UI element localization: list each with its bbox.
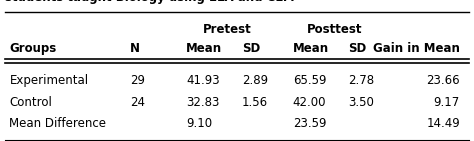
Text: 32.83: 32.83 xyxy=(186,96,219,109)
Text: Mean: Mean xyxy=(186,42,222,55)
Text: Mean: Mean xyxy=(293,42,329,55)
Text: Groups: Groups xyxy=(9,42,56,55)
Text: 3.50: 3.50 xyxy=(348,96,374,109)
Text: 14.49: 14.49 xyxy=(426,117,460,130)
Text: 1.56: 1.56 xyxy=(242,96,268,109)
Text: SD: SD xyxy=(348,42,367,55)
Text: 29: 29 xyxy=(130,74,145,87)
Text: 41.93: 41.93 xyxy=(186,74,219,87)
Text: N: N xyxy=(130,42,140,55)
Text: Mean Difference: Mean Difference xyxy=(9,117,106,130)
Text: students taught Biology using ELA and CLM: students taught Biology using ELA and CL… xyxy=(5,0,294,4)
Text: Experimental: Experimental xyxy=(9,74,89,87)
Text: 2.78: 2.78 xyxy=(348,74,374,87)
Text: 9.10: 9.10 xyxy=(186,117,212,130)
Text: 65.59: 65.59 xyxy=(293,74,326,87)
Text: Pretest: Pretest xyxy=(203,23,252,36)
Text: Posttest: Posttest xyxy=(307,23,362,36)
Text: Gain in Mean: Gain in Mean xyxy=(373,42,460,55)
Text: 9.17: 9.17 xyxy=(434,96,460,109)
Text: SD: SD xyxy=(242,42,260,55)
Text: 42.00: 42.00 xyxy=(293,96,326,109)
Text: 23.59: 23.59 xyxy=(293,117,326,130)
Text: Control: Control xyxy=(9,96,52,109)
Text: 2.89: 2.89 xyxy=(242,74,268,87)
Text: 23.66: 23.66 xyxy=(426,74,460,87)
Text: 24: 24 xyxy=(130,96,145,109)
